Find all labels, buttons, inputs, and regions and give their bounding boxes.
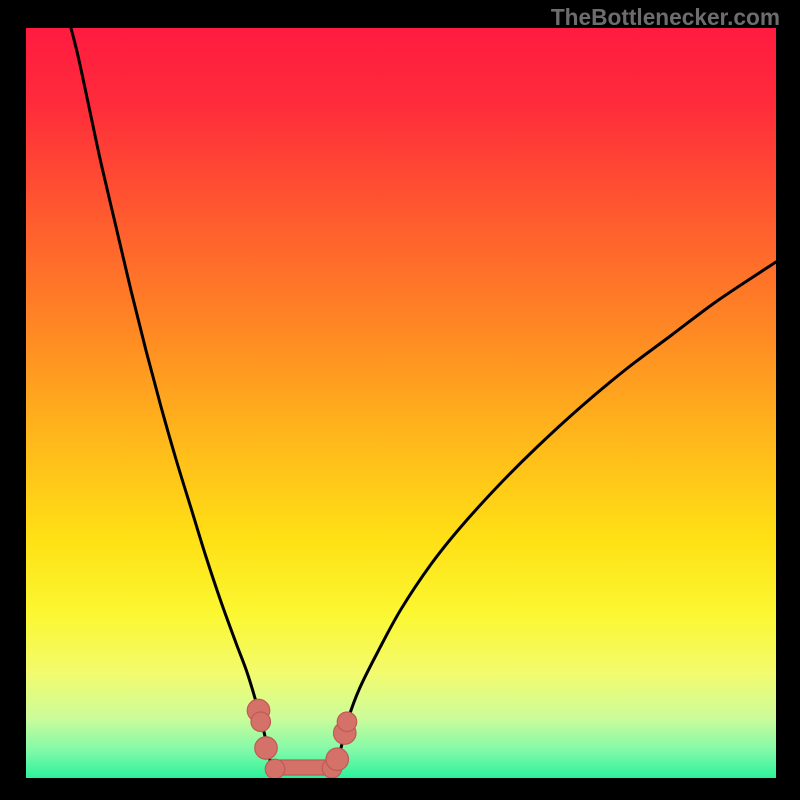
- curve-left: [71, 28, 274, 778]
- curves-svg: [26, 28, 776, 778]
- watermark-text: TheBottlenecker.com: [551, 4, 780, 31]
- plot-area: [26, 28, 776, 778]
- chart-frame: [0, 0, 800, 800]
- valley-dot-3: [265, 759, 285, 778]
- valley-dot-5: [326, 748, 349, 771]
- valley-dot-2: [255, 737, 278, 760]
- valley-dot-1: [251, 712, 271, 732]
- valley-dot-7: [337, 712, 357, 732]
- valley-markers: [247, 699, 357, 778]
- curve-right: [334, 262, 777, 778]
